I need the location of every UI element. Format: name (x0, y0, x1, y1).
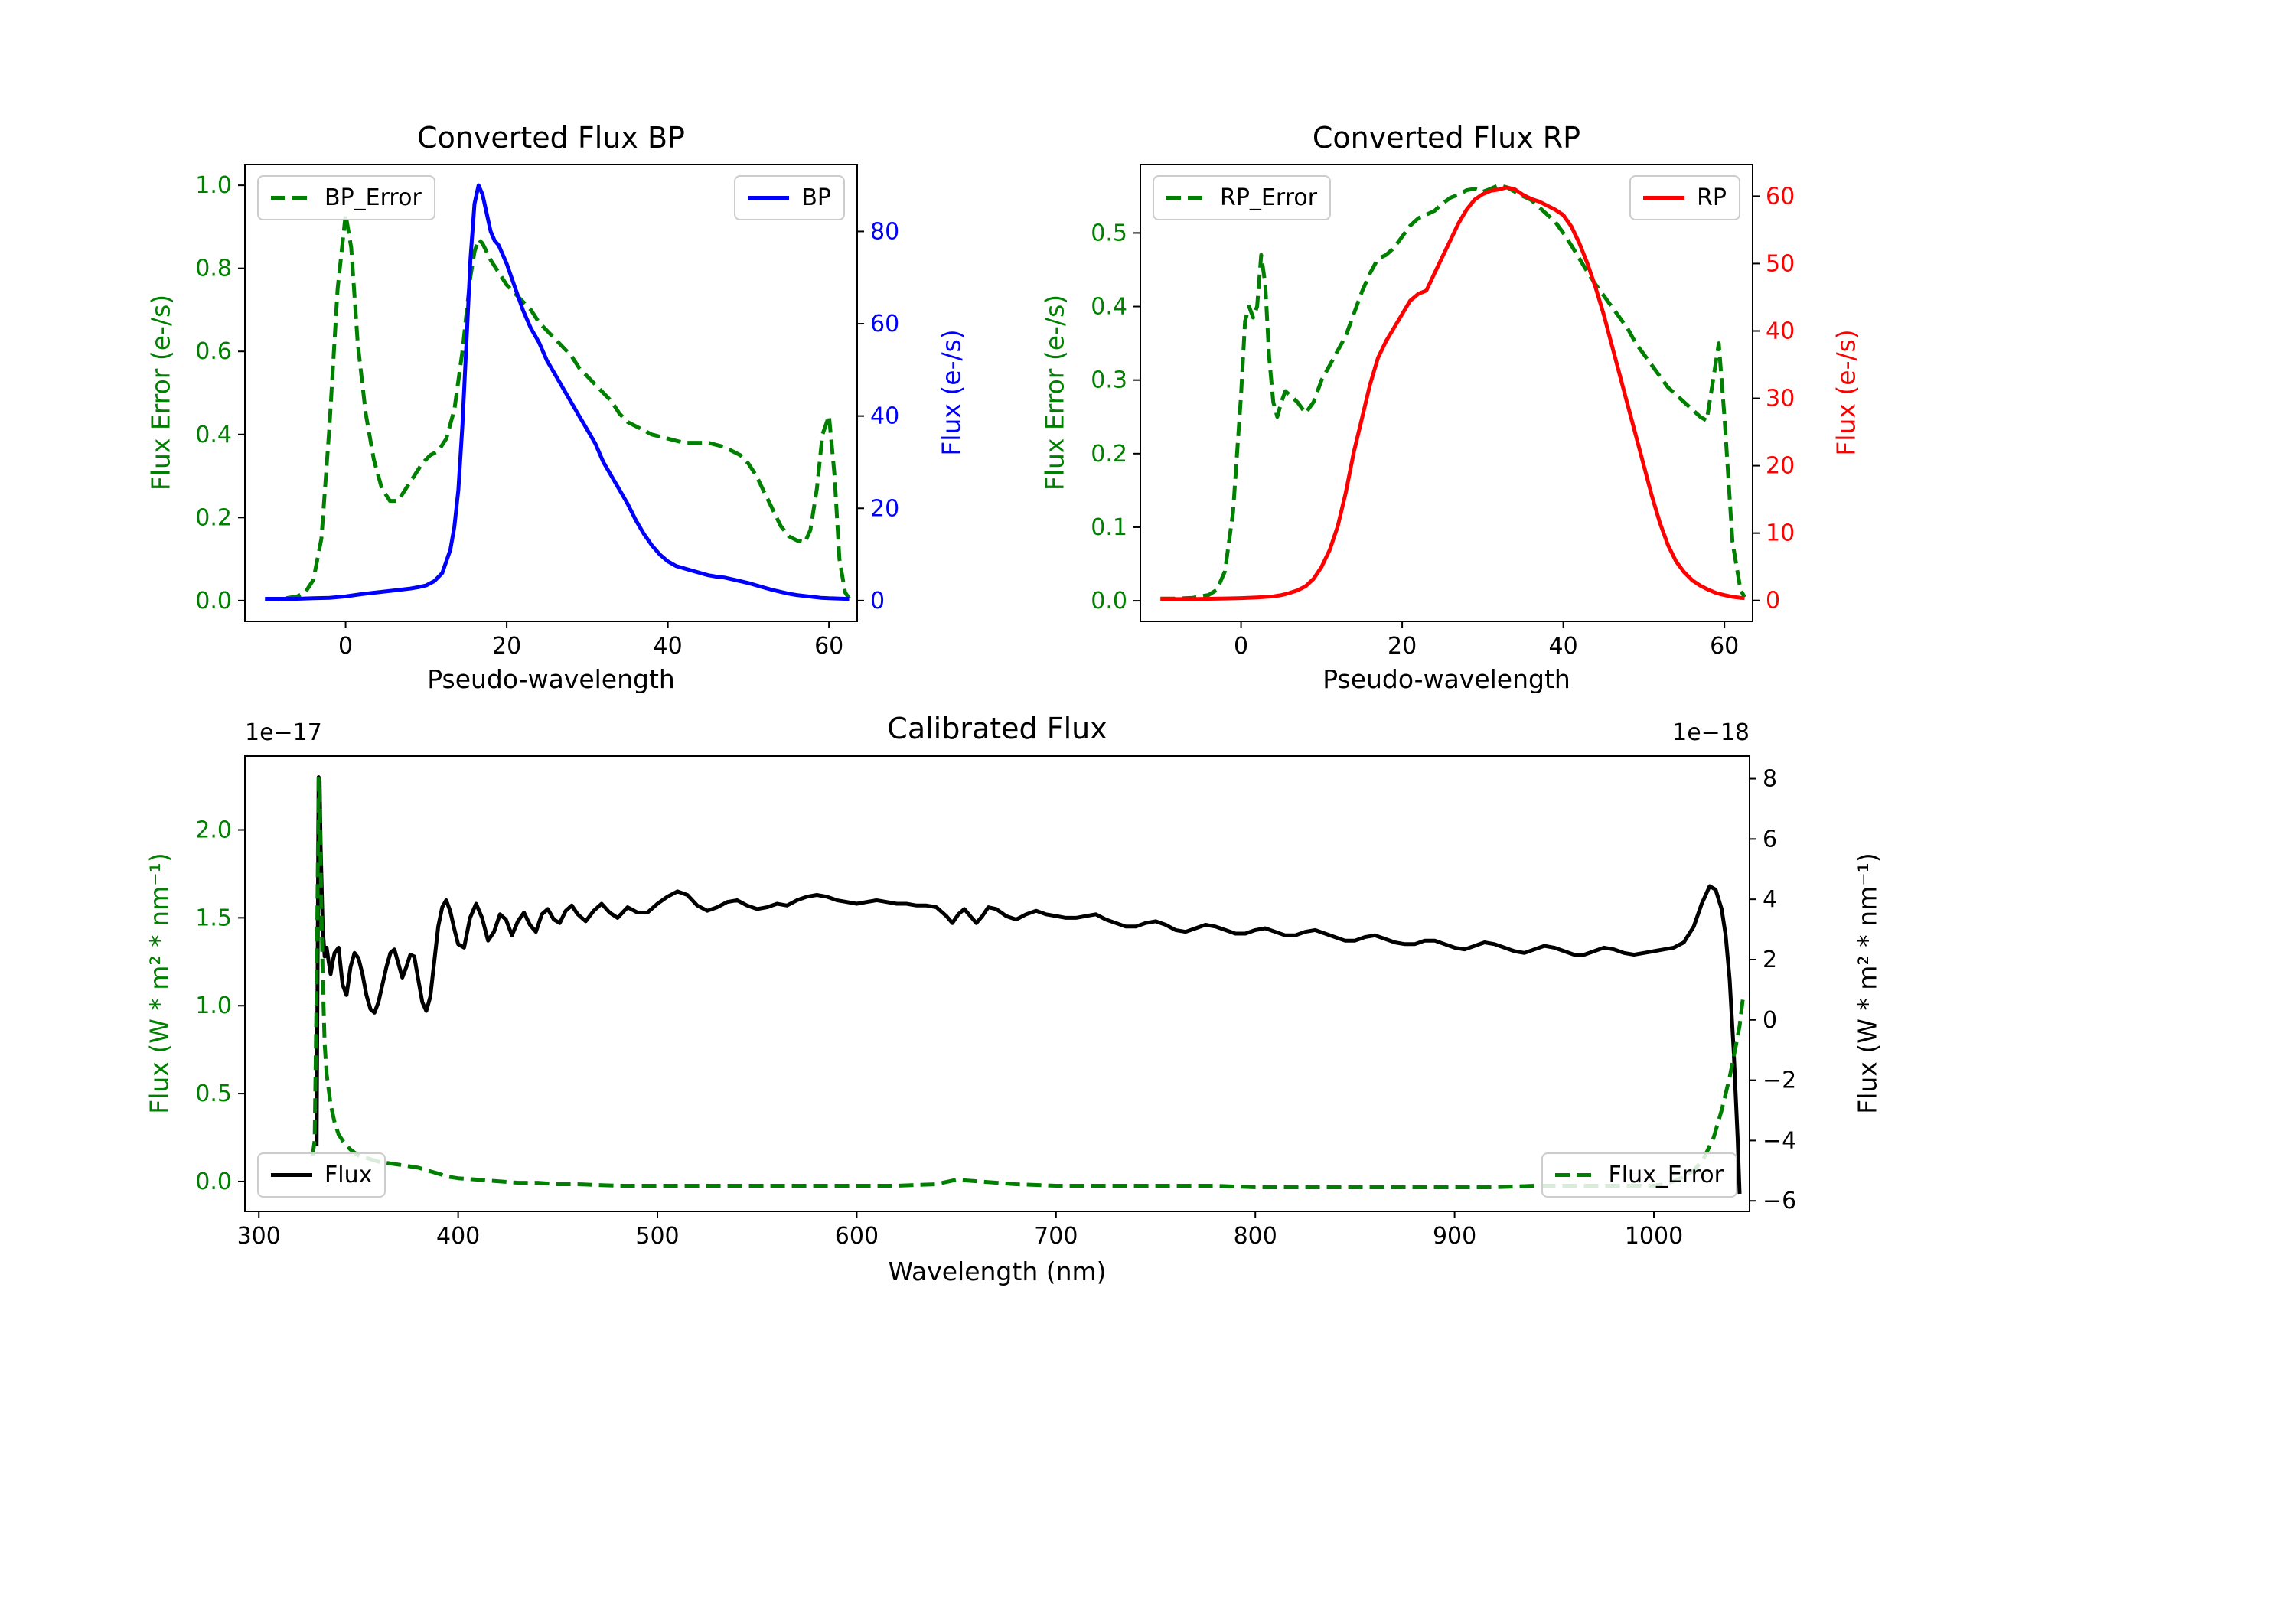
y-tick-label-left: 2.0 (195, 817, 232, 843)
x-tick-label: 0 (338, 633, 353, 660)
y-tick-label-left: 0.3 (1091, 367, 1127, 394)
y-tick-label-right: 60 (1766, 183, 1795, 210)
y-tick-label-right: 4 (1763, 886, 1777, 913)
y-tick-label-left: 0.4 (195, 422, 232, 448)
y-tick-label-right: 80 (870, 218, 899, 245)
y-tick-label-right: 0 (1766, 588, 1780, 614)
x-tick-label: 60 (814, 633, 843, 660)
y-tick-label-right: 60 (870, 311, 899, 337)
y-tick-label-left: 0.6 (195, 338, 232, 365)
legend-rp-error: RP_Error (1153, 175, 1332, 220)
y-tick-label-left: 0.2 (1091, 441, 1127, 468)
y-tick-label-right: 40 (870, 403, 899, 430)
x-tick-label: 600 (835, 1223, 879, 1250)
x-axis-label-bp: Pseudo-wavelength (427, 664, 675, 694)
legend-bp: BP (734, 175, 845, 220)
subplot-rp: 0 20 40 60 0.0 0.1 0.2 0.3 0.4 0.5 0 10 20 30 40 50 60 (1091, 164, 1795, 660)
x-tick-label: 400 (436, 1223, 480, 1250)
y-tick-label-left: 1.0 (195, 993, 232, 1019)
axes-frame-bp (244, 164, 858, 622)
legend-line-bp-icon (748, 196, 790, 200)
y-tick-label-right: 6 (1763, 826, 1777, 852)
y-tick-label-left: 0.8 (195, 256, 232, 282)
y-axis-label-bp-error: Flux Error (e-/s) (145, 294, 176, 491)
x-tick-label: 40 (1549, 633, 1578, 660)
legend-label-bp-error: BP_Error (325, 184, 422, 211)
y-tick-label-right: 50 (1766, 250, 1795, 277)
y-tick-label-right: 8 (1763, 766, 1777, 793)
y-tick-label-right: 40 (1766, 318, 1795, 344)
x-tick-label: 40 (654, 633, 683, 660)
y-tick-label-right: 0 (1763, 1007, 1777, 1034)
legend-line-flux-error-icon (1554, 1173, 1596, 1177)
x-tick-label: 700 (1034, 1223, 1078, 1250)
legend-line-flux-icon (271, 1173, 312, 1177)
legend-label-flux-error: Flux_Error (1608, 1162, 1724, 1188)
series-Flux_Error (311, 777, 1746, 1189)
y-tick-label-left: 0.0 (195, 588, 232, 614)
y-tick-label-right: 30 (1766, 386, 1795, 412)
axes-frame-rp (1140, 164, 1753, 622)
legend-bp-error: BP_Error (257, 175, 435, 220)
offset-text-1e-17: 1e−17 (245, 719, 322, 746)
chart-title-flux: Calibrated Flux (887, 712, 1107, 745)
series-RP_Error (1160, 183, 1746, 601)
x-tick-label: 20 (492, 633, 521, 660)
legend-label-flux: Flux (325, 1162, 373, 1188)
series-RP (1160, 185, 1745, 601)
y-axis-label-flux-right: Flux (W * m² * nm⁻¹) (1852, 852, 1883, 1114)
y-tick-label-left: 0.0 (1091, 588, 1127, 614)
y-tick-label-right: 2 (1763, 947, 1777, 973)
series-BP_Error (265, 212, 851, 601)
offset-text-1e-18: 1e−18 (1672, 719, 1750, 746)
x-tick-label: 20 (1388, 633, 1417, 660)
y-tick-label-right: −6 (1763, 1188, 1796, 1214)
y-tick-label-left: 0.4 (1091, 294, 1127, 321)
legend-line-rp-icon (1643, 196, 1685, 200)
y-axis-label-flux-left: Flux (W * m² * nm⁻¹) (144, 852, 174, 1114)
y-axis-label-rp-flux: Flux (e-/s) (1831, 329, 1861, 456)
x-axis-label-rp: Pseudo-wavelength (1322, 664, 1570, 694)
y-tick-label-right: 0 (870, 588, 885, 614)
series-Flux (315, 775, 1742, 1195)
x-tick-label: 60 (1710, 633, 1739, 660)
y-tick-label-left: 0.2 (195, 504, 232, 531)
legend-line-rp-error-icon (1166, 196, 1208, 200)
y-tick-label-left: 0.5 (1091, 220, 1127, 246)
series-BP (265, 183, 850, 601)
y-axis-label-rp-error: Flux Error (e-/s) (1039, 294, 1070, 491)
x-tick-label: 800 (1234, 1223, 1277, 1250)
y-tick-label-right: 10 (1766, 520, 1795, 547)
x-tick-label: 500 (635, 1223, 679, 1250)
chart-title-bp: Converted Flux BP (417, 121, 685, 155)
x-tick-label: 1000 (1625, 1223, 1683, 1250)
y-tick-label-left: 0.5 (195, 1081, 232, 1107)
legend-label-rp: RP (1697, 184, 1727, 211)
x-axis-label-flux: Wavelength (nm) (888, 1257, 1107, 1286)
legend-label-bp: BP (801, 184, 831, 211)
legend-flux: Flux (257, 1152, 386, 1198)
y-axis-label-bp-flux: Flux (e-/s) (936, 329, 967, 456)
y-tick-label-right: −4 (1763, 1127, 1796, 1154)
x-tick-label: 300 (237, 1223, 281, 1250)
legend-flux-error: Flux_Error (1541, 1152, 1737, 1198)
y-tick-label-right: 20 (870, 495, 899, 522)
y-tick-label-left: 1.5 (195, 905, 232, 931)
legend-rp: RP (1629, 175, 1740, 220)
y-tick-label-left: 1.0 (195, 172, 232, 199)
y-tick-label-left: 0.1 (1091, 514, 1127, 541)
legend-label-rp-error: RP_Error (1220, 184, 1318, 211)
legend-line-bp-error-icon (271, 196, 312, 200)
x-tick-label: 900 (1433, 1223, 1476, 1250)
axes-frame-flux (244, 755, 1750, 1212)
y-tick-label-right: 20 (1766, 453, 1795, 480)
y-tick-label-left: 0.0 (195, 1169, 232, 1195)
chart-title-rp: Converted Flux RP (1312, 121, 1581, 155)
subplot-bp: 0 20 40 60 0.0 0.2 0.4 0.6 0.8 1.0 0 20 40 60 80 (195, 164, 899, 660)
x-tick-label: 0 (1234, 633, 1248, 660)
y-tick-label-right: −2 (1763, 1068, 1796, 1094)
